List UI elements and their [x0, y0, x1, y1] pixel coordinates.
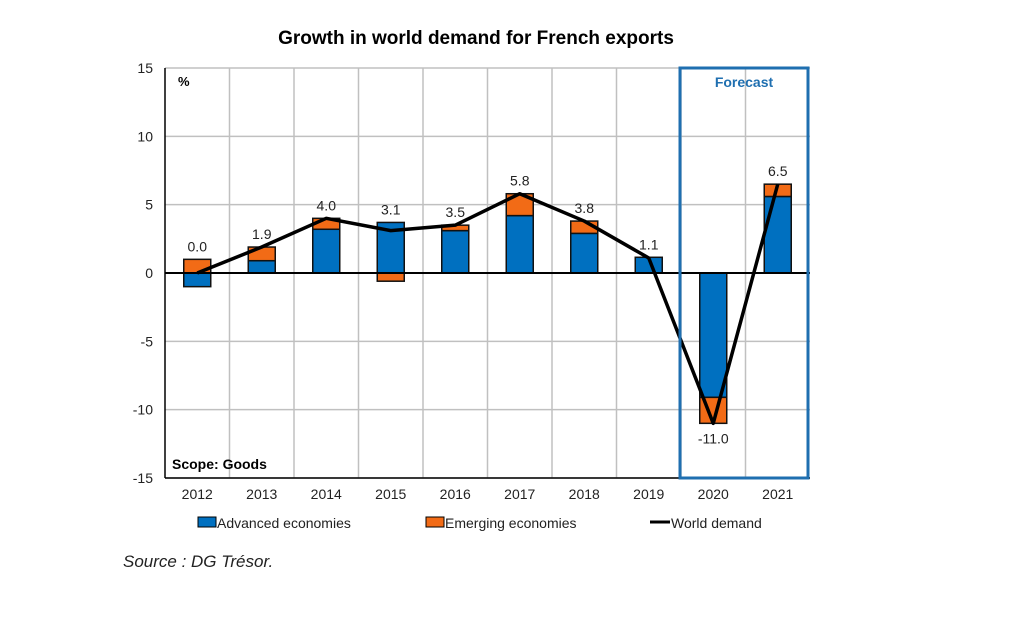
forecast-box	[678, 66, 810, 480]
data-label: 3.5	[446, 204, 466, 220]
data-label: 1.9	[252, 226, 272, 242]
x-tick-label: 2013	[246, 486, 277, 502]
y-tick-label: -5	[141, 333, 154, 349]
y-tick-label: 5	[145, 197, 153, 213]
legend-label-advanced: Advanced economies	[217, 515, 351, 531]
bar-advanced	[312, 228, 341, 274]
x-tick-label: 2019	[633, 486, 664, 502]
x-tick-label: 2016	[440, 486, 471, 502]
y-unit-label: %	[178, 74, 190, 89]
y-tick-label: 0	[145, 265, 153, 281]
x-tick-label: 2014	[311, 486, 342, 502]
bar-advanced	[699, 272, 728, 399]
bar-advanced	[247, 259, 276, 274]
data-label: -11.0	[698, 430, 729, 446]
forecast-label: Forecast	[715, 74, 774, 90]
bar-emerging	[376, 272, 405, 282]
x-tick-label: 2020	[698, 486, 729, 502]
legend-swatch-emerging	[425, 516, 445, 528]
bar-advanced	[183, 272, 212, 288]
legend: Advanced economies Emerging economies Wo…	[197, 515, 762, 531]
y-tick-label: -10	[133, 402, 153, 418]
x-tick-label: 2018	[569, 486, 600, 502]
y-tick-label: 10	[137, 128, 153, 144]
bar-advanced	[505, 214, 534, 274]
bar-advanced	[570, 232, 599, 274]
data-label: 3.1	[381, 201, 401, 217]
data-label: 1.1	[639, 236, 659, 252]
x-tick-label: 2015	[375, 486, 406, 502]
scope-annotation: Scope: Goods	[172, 456, 267, 472]
source-note: Source : DG Trésor.	[123, 552, 273, 571]
data-label: 0.0	[188, 238, 208, 254]
data-label: 3.8	[575, 200, 595, 216]
chart-title: Growth in world demand for French export…	[278, 28, 674, 49]
data-label: 5.8	[510, 173, 530, 189]
x-tick-label: 2012	[182, 486, 213, 502]
legend-swatch-advanced	[197, 516, 217, 528]
bar-advanced	[763, 195, 792, 274]
y-tick-label: -15	[133, 470, 153, 486]
y-tick-label: 15	[137, 60, 153, 76]
x-tick-label: 2021	[762, 486, 793, 502]
x-tick-label: 2017	[504, 486, 535, 502]
data-label: 4.0	[317, 197, 337, 213]
legend-label-world: World demand	[671, 515, 762, 531]
data-label: 6.5	[768, 163, 788, 179]
bar-advanced	[441, 229, 470, 274]
legend-label-emerging: Emerging economies	[445, 515, 577, 531]
